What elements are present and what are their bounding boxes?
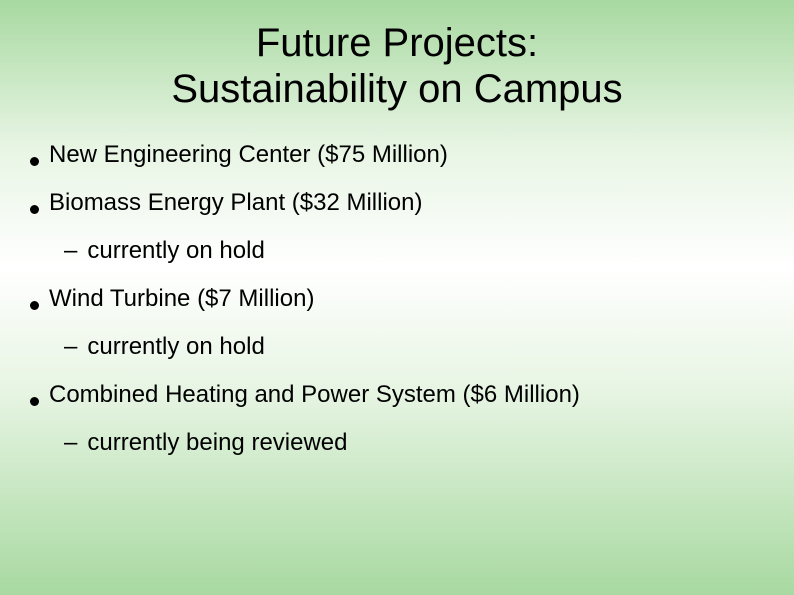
sub-text: currently on hold — [87, 332, 264, 362]
slide-title: Future Projects: Sustainability on Campu… — [30, 20, 764, 112]
bullet-icon — [30, 157, 39, 166]
sub-item: – currently being reviewed — [64, 428, 764, 458]
dash-icon: – — [64, 236, 77, 266]
list-item: Wind Turbine ($7 Million) — [30, 284, 764, 314]
sub-item: – currently on hold — [64, 236, 764, 266]
list-item: Combined Heating and Power System ($6 Mi… — [30, 380, 764, 410]
slide-content: New Engineering Center ($75 Million) Bio… — [30, 140, 764, 458]
sub-item: – currently on hold — [64, 332, 764, 362]
sub-text: currently on hold — [87, 236, 264, 266]
bullet-icon — [30, 397, 39, 406]
item-text: Combined Heating and Power System ($6 Mi… — [49, 380, 580, 410]
bullet-icon — [30, 301, 39, 310]
sub-text: currently being reviewed — [87, 428, 347, 458]
slide: Future Projects: Sustainability on Campu… — [0, 0, 794, 595]
list-item: New Engineering Center ($75 Million) — [30, 140, 764, 170]
title-line-2: Sustainability on Campus — [171, 67, 622, 111]
dash-icon: – — [64, 332, 77, 362]
list-item: Biomass Energy Plant ($32 Million) — [30, 188, 764, 218]
bullet-icon — [30, 205, 39, 214]
dash-icon: – — [64, 428, 77, 458]
title-line-1: Future Projects: — [256, 21, 538, 65]
item-text: Biomass Energy Plant ($32 Million) — [49, 188, 423, 218]
item-text: Wind Turbine ($7 Million) — [49, 284, 314, 314]
item-text: New Engineering Center ($75 Million) — [49, 140, 448, 170]
